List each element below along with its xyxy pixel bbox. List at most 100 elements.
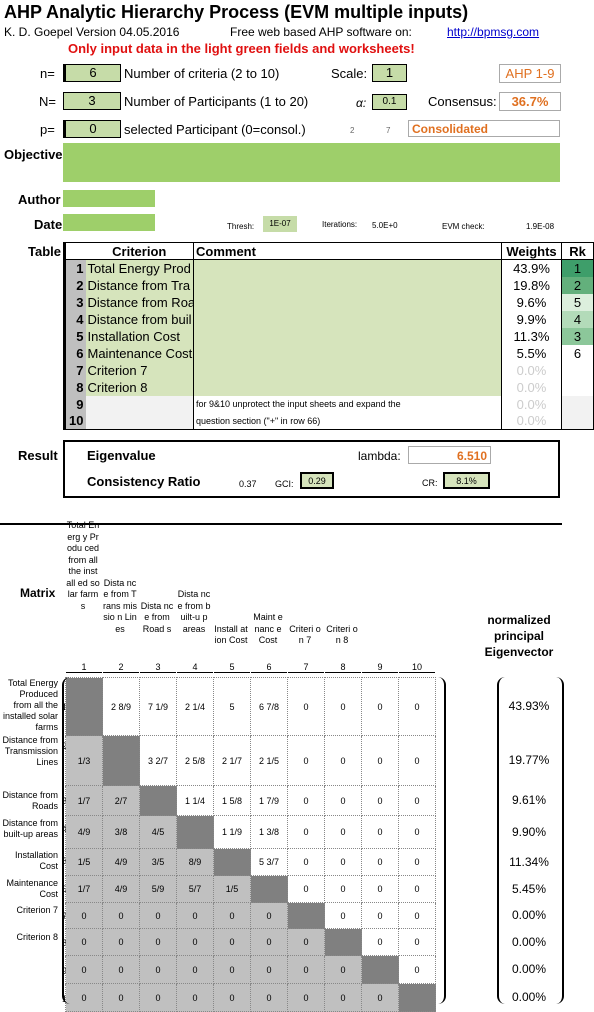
matrix-row-label: Distance from built-up areas <box>2 818 58 839</box>
consistency-ratio-label: Consistency Ratio <box>87 474 201 489</box>
matrix-cell: 0 <box>102 928 140 956</box>
gci-value: 0.29 <box>300 472 334 489</box>
matrix-cell: 0 <box>361 875 399 903</box>
gci-label: GCI: <box>275 479 294 489</box>
matrix-cell: 1 7/9 <box>250 785 288 816</box>
matrix-cell: 0 <box>398 735 436 786</box>
criterion-comment-input[interactable] <box>193 293 502 311</box>
matrix-col-header: Dista nce from built-u p areas <box>177 589 211 634</box>
criterion-row: 8 Criterion 8 0.0% <box>63 378 594 396</box>
eigenvector-title: normalized principal Eigenvector <box>484 613 554 659</box>
criterion-row: 3 Distance from Roa 9.6% 5 <box>63 293 594 311</box>
date-input[interactable] <box>63 214 155 231</box>
matrix-cell: 0 <box>250 983 288 1012</box>
criterion-rank: 6 <box>561 344 594 362</box>
criterion-comment-input[interactable] <box>193 310 502 328</box>
matrix-cell: 7 1/9 <box>139 677 177 736</box>
criterion-comment-input[interactable]: question section ("+" in row 66) <box>193 412 502 430</box>
criterion-comment-input[interactable] <box>193 276 502 294</box>
criterion-rank <box>561 395 594 413</box>
matrix-cell: 6 7/8 <box>250 677 288 736</box>
matrix-row-number: 5 <box>62 856 68 866</box>
criterion-name-input[interactable]: Criterion 8 <box>85 378 194 396</box>
num-2: 2 <box>350 126 355 135</box>
criterion-row: 7 Criterion 7 0.0% <box>63 361 594 379</box>
criterion-comment-input[interactable] <box>193 361 502 379</box>
matrix-cell: 0 <box>398 677 436 736</box>
eigen-right-bracket <box>556 677 564 1004</box>
p-input[interactable]: 0 <box>63 120 121 138</box>
criterion-name-input[interactable]: Distance from buil <box>85 310 194 328</box>
matrix-cell: 0 <box>65 928 103 956</box>
criterion-name-input[interactable]: Total Energy Prod <box>85 259 194 277</box>
matrix-row-number: 1 <box>62 702 68 712</box>
author-input[interactable] <box>63 190 155 207</box>
author-version: K. D. Goepel Version 04.05.2016 <box>4 25 180 39</box>
matrix-cell: 1 5/8 <box>213 785 251 816</box>
criterion-name-input[interactable] <box>85 395 194 413</box>
matrix-cell: 0 <box>324 902 362 929</box>
matrix-cell: 3/5 <box>139 848 177 876</box>
bpmsg-link[interactable]: http://bpmsg.com <box>447 25 540 39</box>
participants-input[interactable]: 3 <box>63 92 121 110</box>
criterion-weight: 0.0% <box>501 395 562 413</box>
iterations-value: 5.0E+0 <box>372 221 398 230</box>
matrix-diagonal-cell <box>213 848 251 876</box>
criterion-comment-input[interactable] <box>193 378 502 396</box>
matrix-row-label: Distance from Roads <box>2 790 58 811</box>
participants-description: Number of Participants (1 to 20) <box>124 94 309 109</box>
matrix-diagonal-cell <box>398 983 436 1012</box>
matrix-cell: 0 <box>287 785 325 816</box>
criterion-name-input[interactable]: Installation Cost <box>85 327 194 345</box>
matrix-cell: 0 <box>398 815 436 849</box>
objective-input[interactable] <box>63 143 560 182</box>
matrix-label: Matrix <box>20 586 56 600</box>
thresh-input[interactable]: 1E-07 <box>263 216 297 232</box>
matrix-cell: 0 <box>324 955 362 984</box>
matrix-cell: 3 2/7 <box>139 735 177 786</box>
criterion-comment-input[interactable]: for 9&10 unprotect the input sheets and … <box>193 395 502 413</box>
matrix-col-number: 4 <box>177 662 213 673</box>
criterion-comment-input[interactable] <box>193 344 502 362</box>
criterion-weight: 43.9% <box>501 259 562 277</box>
scale-input[interactable]: 1 <box>372 64 407 82</box>
rank-header: Rk <box>561 242 594 260</box>
criterion-comment-input[interactable] <box>193 259 502 277</box>
eigenvector-value: 0.00% <box>511 990 547 1004</box>
criterion-name-input[interactable]: Distance from Tra <box>85 276 194 294</box>
matrix-cell: 0 <box>176 928 214 956</box>
matrix-cell: 0 <box>102 955 140 984</box>
criterion-comment-input[interactable] <box>193 327 502 345</box>
alpha-input[interactable]: 0.1 <box>372 94 407 110</box>
matrix-cell: 0 <box>324 983 362 1012</box>
matrix-cell: 3/8 <box>102 815 140 849</box>
n-input[interactable]: 6 <box>63 64 121 82</box>
criterion-name-input[interactable]: Criterion 7 <box>85 361 194 379</box>
matrix-cell: 1/5 <box>213 875 251 903</box>
criterion-header: Criterion <box>112 243 167 259</box>
criterion-name-input[interactable]: Distance from Roa <box>85 293 194 311</box>
matrix-cell: 0 <box>361 902 399 929</box>
matrix-cell: 0 <box>324 875 362 903</box>
cr-label: CR: <box>422 478 438 488</box>
matrix-row-label: Total Energy Produced from all the insta… <box>2 678 58 732</box>
matrix-cell: 4/9 <box>102 848 140 876</box>
criterion-number: 4 <box>63 310 86 328</box>
matrix-cell: 0 <box>398 928 436 956</box>
matrix-cell: 0 <box>324 677 362 736</box>
cr-value: 8.1% <box>443 472 490 489</box>
matrix-cell: 0 <box>139 983 177 1012</box>
matrix-row-number: 9 <box>62 966 68 976</box>
matrix-cell: 0 <box>102 902 140 929</box>
criterion-weight: 5.5% <box>501 344 562 362</box>
matrix-cell: 0 <box>398 955 436 984</box>
warning-text: Only input data in the light green field… <box>68 41 415 56</box>
matrix-row-number: 4 <box>62 824 68 834</box>
section-divider <box>0 523 562 525</box>
objective-label: Objective <box>4 147 63 162</box>
consistency-ratio-small: 0.37 <box>239 479 257 489</box>
criterion-name-input[interactable] <box>85 412 194 430</box>
matrix-cell: 0 <box>287 815 325 849</box>
criterion-name-input[interactable]: Maintenance Cost <box>85 344 194 362</box>
